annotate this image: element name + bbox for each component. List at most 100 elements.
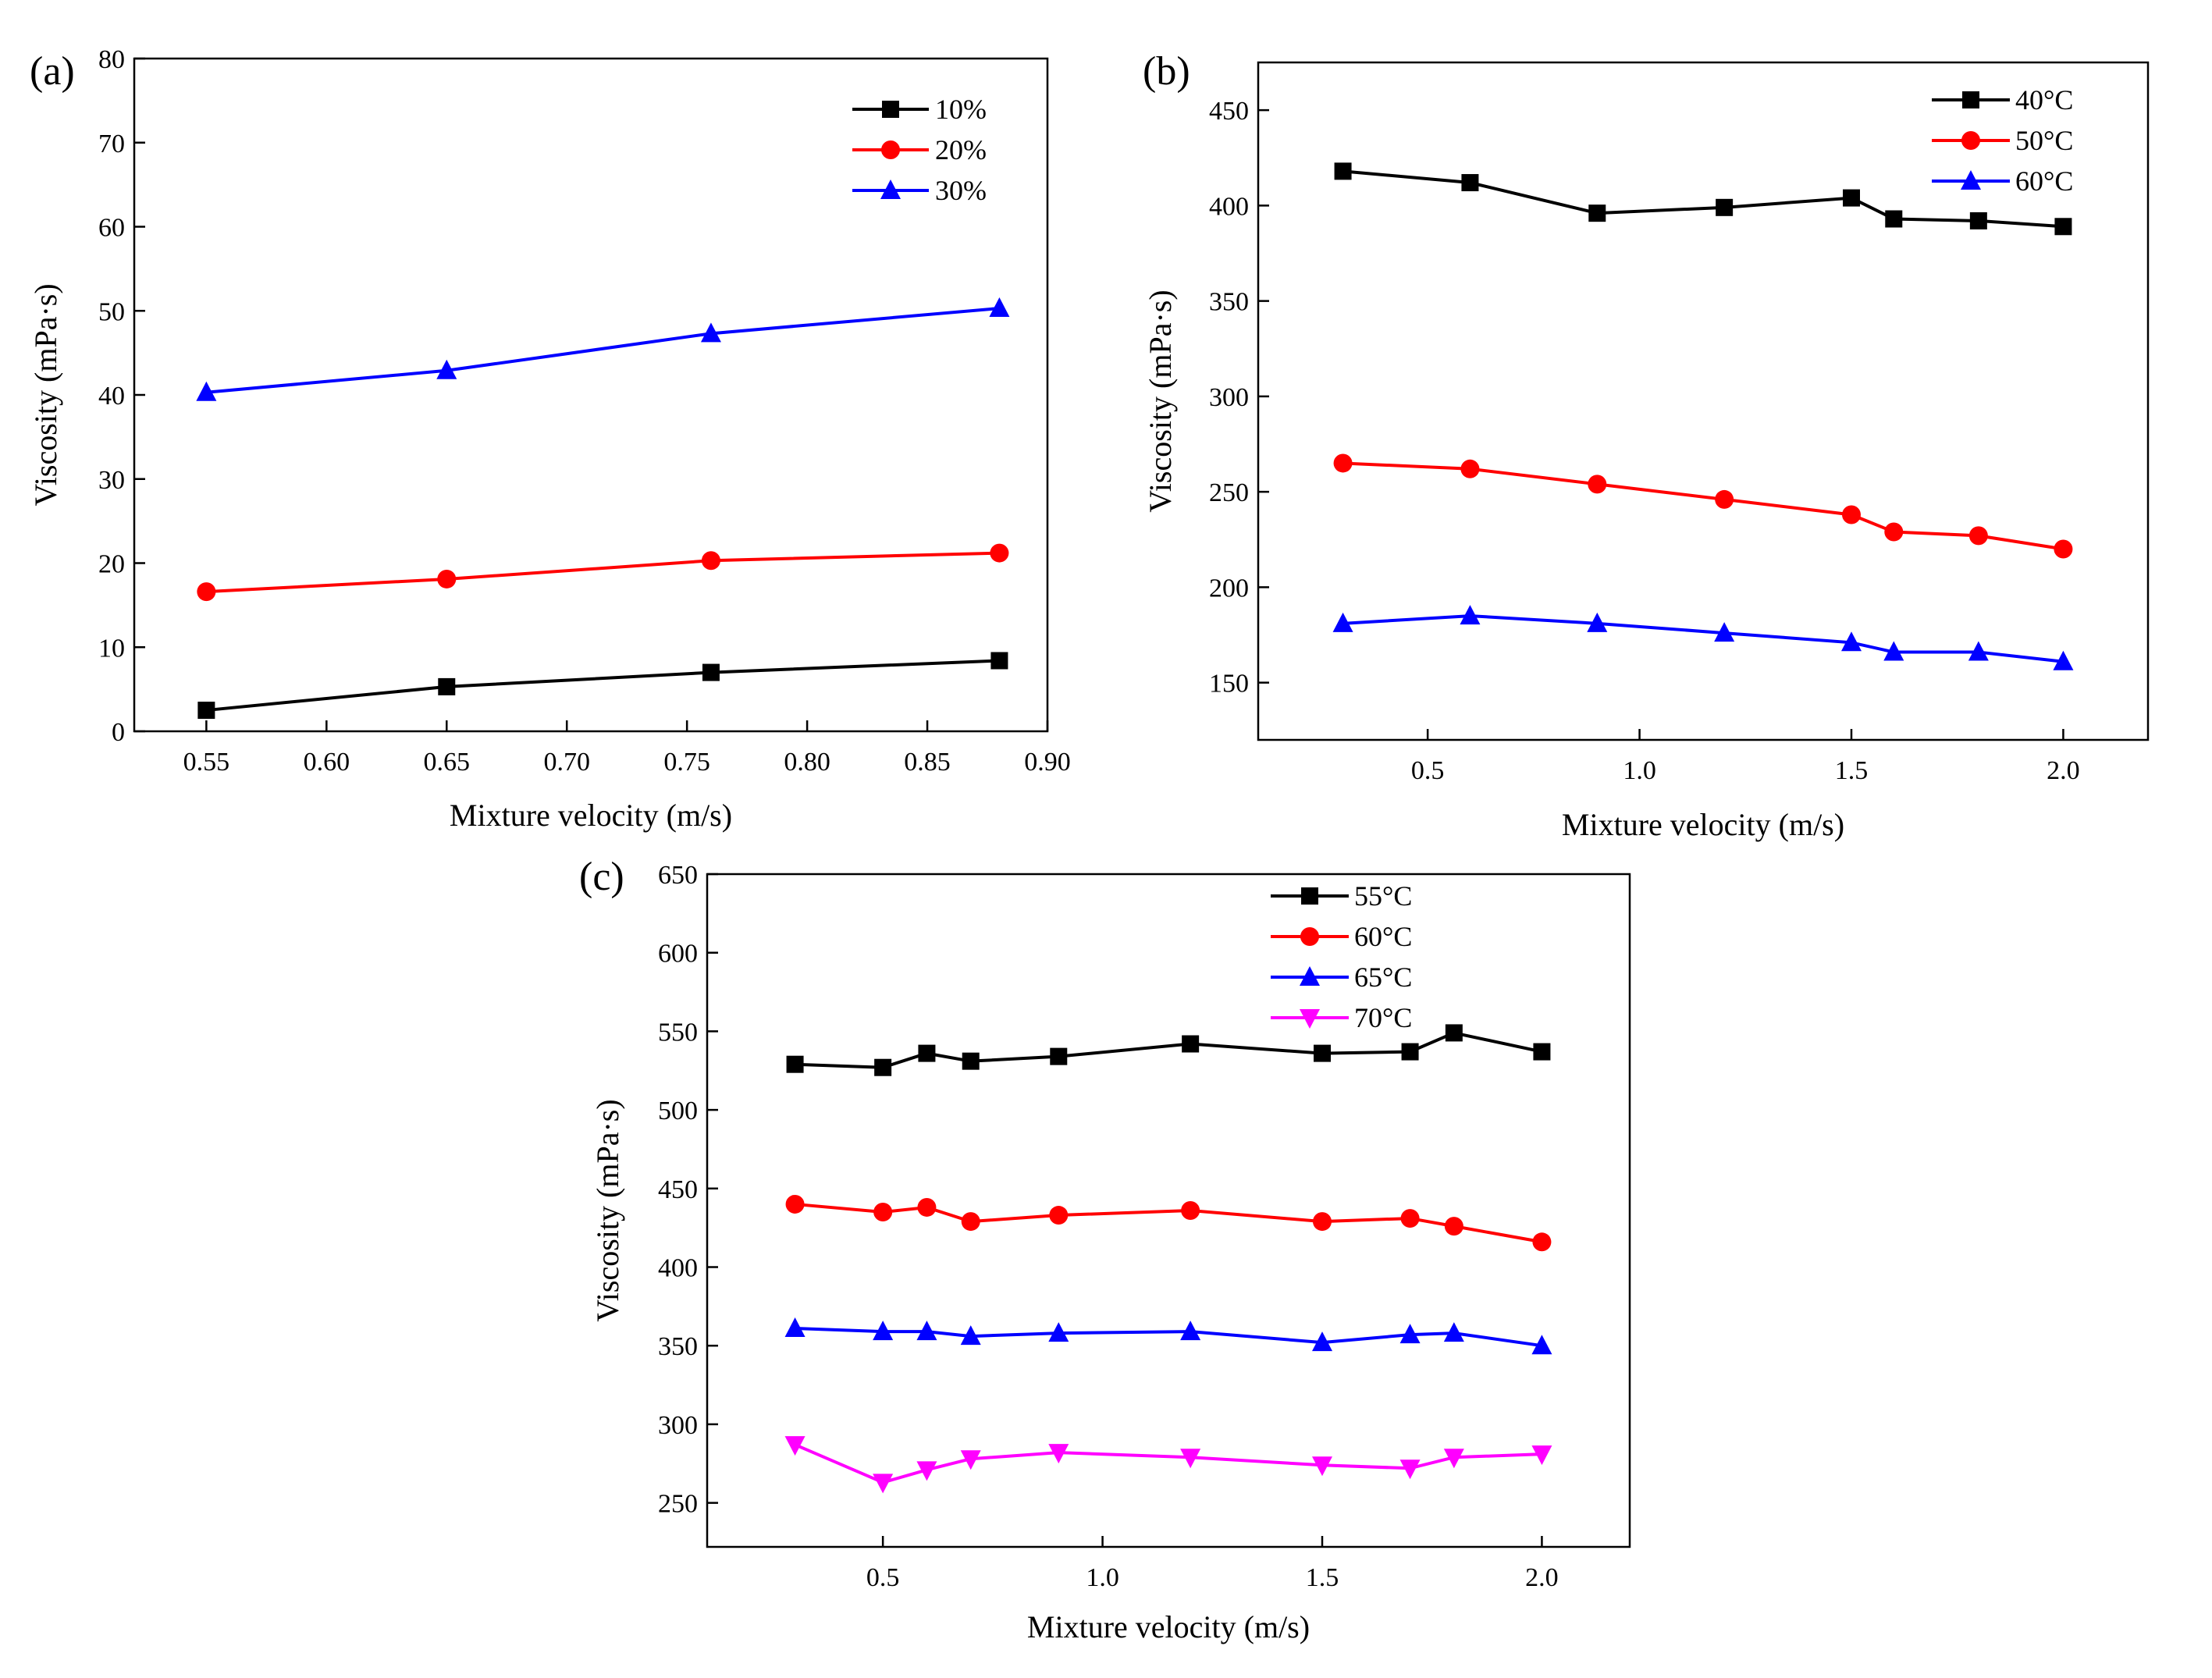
data-point <box>197 702 215 720</box>
y-tick-label: 250 <box>658 1490 698 1519</box>
x-tick-label: 1.5 <box>1835 756 1869 785</box>
series-line <box>795 1202 1542 1244</box>
data-point <box>873 1203 893 1222</box>
data-point <box>1399 1324 1421 1344</box>
data-point <box>1969 212 1987 229</box>
data-point <box>784 1317 805 1338</box>
y-tick-label: 400 <box>1209 192 1249 221</box>
series-line <box>206 551 1000 594</box>
legend-marker <box>880 180 901 199</box>
y-tick-label: 60 <box>98 214 125 243</box>
data-point <box>437 569 457 588</box>
data-point <box>1968 526 1988 546</box>
data-point <box>916 1461 937 1481</box>
data-point <box>1050 1047 1068 1065</box>
data-point <box>702 663 720 681</box>
plot-frame <box>133 57 1049 733</box>
data-point <box>700 322 721 343</box>
data-point <box>1588 475 1607 494</box>
y-tick-label: 650 <box>658 861 698 890</box>
legend-label: 30% <box>935 175 987 206</box>
data-point <box>1884 522 1904 542</box>
data-point <box>989 297 1010 318</box>
y-tick-label: 40 <box>98 382 125 411</box>
legend-marker <box>881 140 900 159</box>
y-tick-label: 300 <box>658 1411 698 1440</box>
x-tick-label: 0.5 <box>866 1563 900 1592</box>
data-point <box>1332 612 1353 632</box>
data-point <box>1716 198 1734 216</box>
plot-frame <box>1257 61 2150 741</box>
data-point <box>918 1044 936 1062</box>
data-point <box>438 677 456 695</box>
series-line <box>1342 169 2064 229</box>
x-tick-label: 0.80 <box>784 748 830 777</box>
data-point <box>2054 539 2073 559</box>
y-tick-label: 550 <box>658 1018 698 1047</box>
data-point <box>873 1321 894 1341</box>
panel-label: (b) <box>1143 49 1190 94</box>
y-axis-title: Viscosity (mPa·s) <box>1143 290 1178 512</box>
y-tick-label: 10 <box>98 634 125 663</box>
data-point <box>785 1194 805 1214</box>
legend-marker <box>1300 966 1320 986</box>
x-tick-label: 1.0 <box>1623 756 1656 785</box>
data-point <box>1460 459 1480 478</box>
y-tick-label: 70 <box>98 130 125 158</box>
data-point <box>1531 1335 1552 1355</box>
panel-label: (a) <box>30 49 75 94</box>
series-line <box>795 1327 1542 1348</box>
data-point <box>1443 1322 1464 1342</box>
x-tick-label: 2.0 <box>1525 1563 1559 1592</box>
x-tick-label: 1.5 <box>1306 1563 1339 1592</box>
legend-marker <box>1301 887 1318 905</box>
legend-label: 50°C <box>2015 125 2073 156</box>
legend-label: 10% <box>935 94 987 125</box>
data-point <box>701 551 720 571</box>
data-point <box>1885 210 1903 228</box>
data-point <box>196 381 217 401</box>
data-point <box>1399 1459 1421 1480</box>
series-line <box>1342 614 2064 663</box>
data-point <box>1312 1331 1332 1352</box>
data-point <box>1445 1024 1463 1042</box>
x-tick-label: 0.5 <box>1411 756 1445 785</box>
data-point <box>197 582 216 602</box>
series-line <box>206 307 1000 394</box>
y-tick-label: 600 <box>658 940 698 969</box>
y-tick-label: 30 <box>98 466 125 495</box>
y-tick-label: 350 <box>1209 288 1249 317</box>
data-point <box>1588 204 1606 222</box>
data-point <box>1532 1232 1552 1252</box>
series-line <box>795 1031 1542 1069</box>
data-point <box>1401 1043 1419 1061</box>
data-point <box>436 359 457 379</box>
data-point <box>1180 1449 1201 1469</box>
y-axis-title: Viscosity (mPa·s) <box>590 1099 625 1321</box>
data-point <box>962 1052 980 1070</box>
y-tick-label: 150 <box>1209 670 1249 699</box>
y-tick-label: 250 <box>1209 478 1249 507</box>
panel-b: 150 200 250 300 350 400 450 0.5 1.0 1.5 2.0 Mixture… <box>1143 49 2150 842</box>
legend-marker <box>1300 927 1319 946</box>
data-point <box>916 1321 937 1341</box>
data-point <box>874 1058 892 1076</box>
y-tick-label: 400 <box>658 1254 698 1283</box>
data-point <box>1461 174 1479 192</box>
data-point <box>1182 1035 1200 1053</box>
data-point <box>2054 218 2072 236</box>
data-point <box>990 543 1009 563</box>
legend-marker <box>882 101 899 118</box>
legend-label: 60°C <box>1354 921 1412 952</box>
plot-frame <box>706 873 1631 1548</box>
y-tick-label: 50 <box>98 297 125 326</box>
x-tick-label: 0.60 <box>304 748 350 777</box>
data-point <box>1533 1043 1551 1061</box>
data-point <box>2053 650 2074 670</box>
x-tick-label: 0.75 <box>663 748 710 777</box>
data-point <box>1181 1201 1200 1220</box>
data-point <box>1180 1321 1201 1341</box>
y-tick-label: 300 <box>1209 383 1249 412</box>
series-line <box>794 1443 1542 1484</box>
